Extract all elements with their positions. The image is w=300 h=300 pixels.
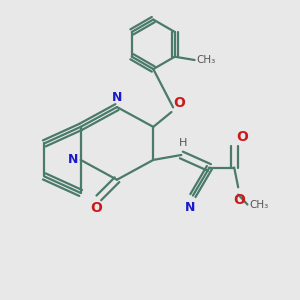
Text: N: N bbox=[185, 200, 196, 214]
Text: N: N bbox=[112, 92, 122, 104]
Text: O: O bbox=[236, 130, 248, 144]
Text: N: N bbox=[68, 153, 78, 167]
Text: H: H bbox=[179, 138, 187, 148]
Text: O: O bbox=[173, 96, 185, 110]
Text: O: O bbox=[90, 201, 102, 215]
Text: CH₃: CH₃ bbox=[196, 55, 215, 65]
Text: CH₃: CH₃ bbox=[249, 200, 268, 211]
Text: O: O bbox=[233, 193, 245, 207]
